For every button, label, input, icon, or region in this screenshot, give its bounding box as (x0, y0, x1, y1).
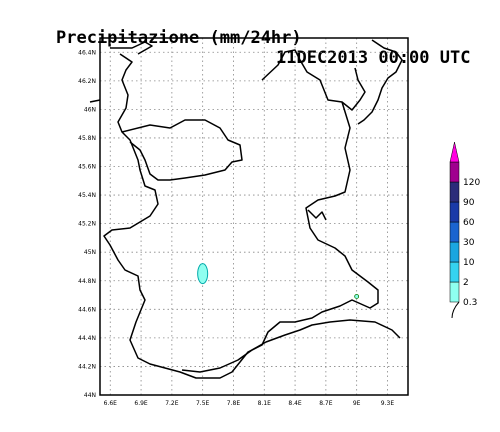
colorbar-label: 10 (463, 258, 475, 268)
map-title: Precipitazione (mm/24hr) 11DEC2013 00:00… (0, 8, 500, 68)
aosta-border (121, 119, 243, 181)
lon-tick-label: 7.5E (196, 400, 210, 407)
map-frame (99, 37, 409, 396)
colorbar-segment (449, 161, 460, 183)
lon-tick-label: 8.4E (288, 400, 302, 407)
lon-tick-label: 6.6E (104, 400, 118, 407)
lat-tick-label: 45N (84, 249, 96, 256)
piedmont-border (103, 49, 379, 379)
colorbar-label: 30 (463, 238, 475, 248)
lat-tick-label: 45.6N (78, 164, 96, 171)
colorbar-tip (449, 141, 460, 163)
lat-tick-label: 44.8N (78, 278, 96, 285)
lon-tick-label: 7.8E (227, 400, 241, 407)
top-border (110, 41, 153, 55)
lake-border (357, 39, 403, 125)
lon-tick-label: 8.7E (319, 400, 333, 407)
lat-tick-label: 45.8N (78, 135, 96, 142)
lon-tick-label: 9E (353, 400, 361, 407)
lon-tick-label: 7.2E (165, 400, 179, 407)
colorbar-label: 60 (463, 218, 475, 228)
colorbar-segment (449, 281, 460, 303)
lat-tick-label: 44.4N (78, 335, 96, 342)
lon-tick-label: 9.3E (381, 400, 395, 407)
lat-tick-labels: 46.4N 46.2N 46N 45.8N 45.6N 45.4N 45.2N 45N 44.8… (78, 49, 96, 399)
lat-tick-label: 46.2N (78, 78, 96, 85)
colorbar-segment (449, 221, 460, 243)
colorbar-label: 2 (463, 278, 469, 288)
title-datetime: 11DEC2013 00:00 UTC (276, 48, 471, 68)
precip-areas (197, 263, 360, 299)
colorbar-segment (449, 241, 460, 263)
west-border (89, 99, 101, 103)
precip-area-west (197, 263, 209, 285)
colorbar-label: 0.3 (463, 298, 477, 308)
east-inner (307, 209, 327, 221)
colorbar-tail (451, 301, 460, 319)
lat-tick-label: 46N (84, 106, 96, 113)
lat-tick-label: 44.2N (78, 363, 96, 370)
liguria-coast (181, 319, 401, 373)
colorbar-segment (449, 261, 460, 283)
colorbar: 0.3 2 10 30 60 90 120 (449, 141, 480, 308)
colorbar-segment (449, 201, 460, 223)
colorbar-label: 120 (463, 178, 480, 188)
lat-tick-label: 44.6N (78, 306, 96, 313)
lat-tick-label: 46.4N (78, 49, 96, 56)
lat-tick-label: 44N (84, 392, 96, 399)
precip-area-east (354, 294, 360, 299)
northeast-border (341, 67, 366, 111)
lat-tick-label: 45.2N (78, 221, 96, 228)
lat-tick-label: 45.4N (78, 192, 96, 199)
lon-tick-labels: 6.6E 6.9E 7.2E 7.5E 7.8E 8.1E 8.4E 8.7E 9E 9.3E (104, 400, 395, 407)
colorbar-label: 90 (463, 198, 475, 208)
lon-tick-label: 8.1E (258, 400, 272, 407)
colorbar-segment (449, 181, 460, 203)
region-borders (89, 39, 403, 379)
lon-tick-label: 6.9E (134, 400, 148, 407)
map-grid (100, 38, 408, 396)
